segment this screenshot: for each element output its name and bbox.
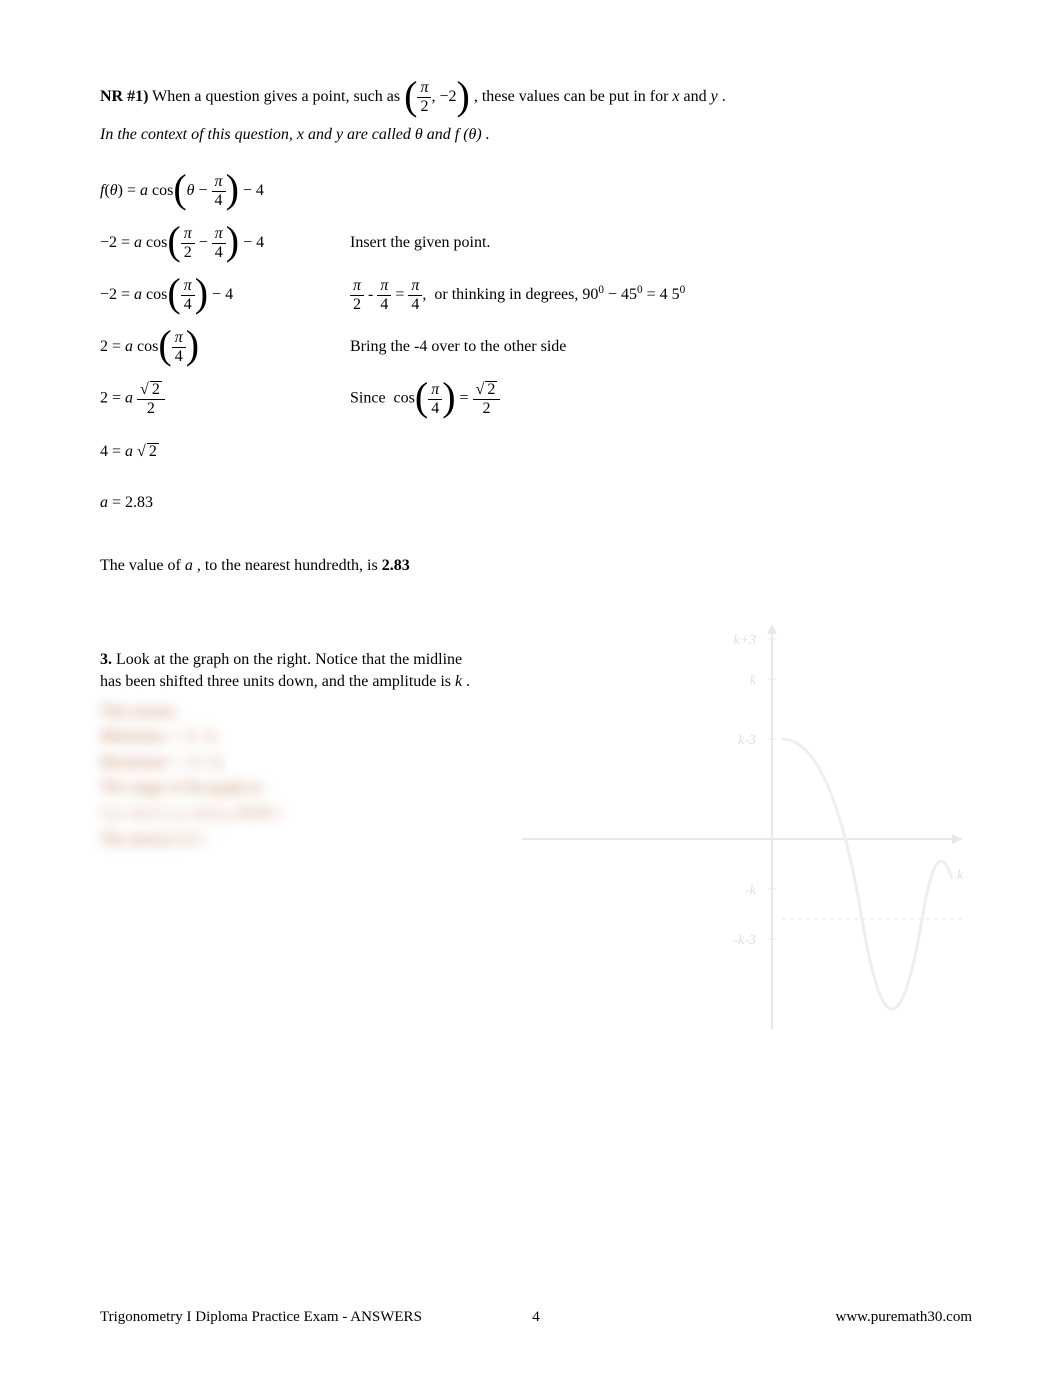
svg-text:-k-3: -k-3 xyxy=(733,933,756,948)
footer-page-number: 4 xyxy=(100,1309,972,1326)
work-row: f(θ) = a cos(θ − π4) − 4 xyxy=(100,170,972,212)
work-row: −2 = a cos(π4) − 4π2 - π4 = π4, or think… xyxy=(100,274,972,316)
nr1-y: y xyxy=(711,88,718,105)
work-equation: −2 = a cos(π4) − 4 xyxy=(100,278,330,313)
svg-text:k-3: k-3 xyxy=(738,733,756,748)
work-equation: f(θ) = a cos(θ − π4) − 4 xyxy=(100,174,330,209)
work-block: f(θ) = a cos(θ − π4) − 4 −2 = a cos(π2 − … xyxy=(100,170,972,524)
nr1-context-line: In the context of this question, x and y… xyxy=(100,121,972,148)
nr1-point: (π2, −2) xyxy=(404,80,470,115)
nr1-intro-a: When a question gives a point, such as xyxy=(152,88,404,105)
work-equation: 4 = a √2 xyxy=(100,443,330,460)
work-note: Since cos(π4) = √22 xyxy=(330,381,500,417)
conclusion: The value of a , to the nearest hundredt… xyxy=(100,552,972,579)
svg-text:-k: -k xyxy=(745,883,757,898)
work-note: π2 - π4 = π4, or thinking in degrees, 90… xyxy=(330,278,685,313)
question-3: 3. Look at the graph on the right. Notic… xyxy=(100,649,972,852)
nr1-label: NR #1) xyxy=(100,88,148,105)
q3-text: 3. Look at the graph on the right. Notic… xyxy=(100,649,480,692)
work-equation: −2 = a cos(π2 − π4) − 4 xyxy=(100,226,330,261)
svg-text:k: k xyxy=(750,673,757,688)
work-equation: a = 2.83 xyxy=(100,495,330,511)
nr1-paragraph: NR #1) When a question gives a point, su… xyxy=(100,80,972,115)
work-note: Insert the given point. xyxy=(330,235,490,251)
work-row: a = 2.83 xyxy=(100,482,972,524)
q3-graph: k+3 k k-3 -k -k-3 k xyxy=(512,619,972,1039)
work-row: 4 = a √2 xyxy=(100,430,972,472)
work-equation: 2 = a √22 xyxy=(100,381,330,417)
work-row: −2 = a cos(π2 − π4) − 4Insert the given … xyxy=(100,222,972,264)
nr1-intro-b: , these values can be put in for xyxy=(474,88,673,105)
work-row: 2 = a √22Since cos(π4) = √22 xyxy=(100,378,972,420)
nr1-x: x xyxy=(672,88,679,105)
work-row: 2 = a cos(π4)Bring the -4 over to the ot… xyxy=(100,326,972,368)
svg-text:k+3: k+3 xyxy=(733,633,756,648)
page-footer: Trigonometry I Diploma Practice Exam - A… xyxy=(100,1309,972,1326)
work-note: Bring the -4 over to the other side xyxy=(330,339,566,355)
svg-text:k: k xyxy=(957,868,964,883)
work-equation: 2 = a cos(π4) xyxy=(100,330,330,365)
